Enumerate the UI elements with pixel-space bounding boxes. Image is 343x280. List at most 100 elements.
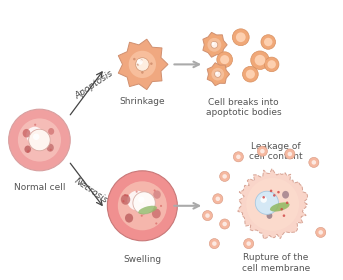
Ellipse shape <box>118 181 167 230</box>
Ellipse shape <box>46 136 48 138</box>
Ellipse shape <box>211 41 218 48</box>
Ellipse shape <box>244 239 254 249</box>
Ellipse shape <box>33 134 39 140</box>
Ellipse shape <box>47 144 54 152</box>
Text: Apoptosis: Apoptosis <box>73 69 115 101</box>
Polygon shape <box>203 32 227 57</box>
Ellipse shape <box>154 189 156 192</box>
Polygon shape <box>207 63 229 86</box>
Ellipse shape <box>202 211 213 221</box>
Ellipse shape <box>26 127 44 144</box>
Ellipse shape <box>29 129 50 151</box>
Ellipse shape <box>212 241 217 246</box>
Ellipse shape <box>138 197 144 203</box>
Ellipse shape <box>215 197 220 201</box>
Ellipse shape <box>318 230 323 235</box>
Ellipse shape <box>121 194 130 205</box>
Polygon shape <box>238 169 308 239</box>
Ellipse shape <box>205 213 210 218</box>
Ellipse shape <box>273 194 275 197</box>
Ellipse shape <box>135 58 149 71</box>
Ellipse shape <box>309 157 319 167</box>
Ellipse shape <box>9 109 70 171</box>
Ellipse shape <box>212 42 215 45</box>
Ellipse shape <box>153 190 161 199</box>
Ellipse shape <box>220 219 230 229</box>
Ellipse shape <box>277 191 280 193</box>
Ellipse shape <box>311 160 316 165</box>
Ellipse shape <box>270 190 272 192</box>
Text: Leakage of
cell content: Leakage of cell content <box>249 142 303 161</box>
Ellipse shape <box>215 71 221 77</box>
Ellipse shape <box>236 32 246 42</box>
Text: Necrosis: Necrosis <box>73 176 110 206</box>
Polygon shape <box>118 39 168 90</box>
Ellipse shape <box>122 200 125 202</box>
Ellipse shape <box>137 59 143 65</box>
Ellipse shape <box>126 195 128 197</box>
Ellipse shape <box>150 62 153 65</box>
Ellipse shape <box>267 213 272 219</box>
Ellipse shape <box>27 151 29 153</box>
Ellipse shape <box>208 38 221 52</box>
Ellipse shape <box>211 68 224 81</box>
Text: Swelling: Swelling <box>123 255 162 264</box>
Ellipse shape <box>220 171 230 181</box>
Ellipse shape <box>135 191 138 193</box>
Ellipse shape <box>48 128 54 135</box>
Ellipse shape <box>316 227 326 237</box>
Ellipse shape <box>18 118 61 162</box>
Ellipse shape <box>141 215 143 217</box>
Ellipse shape <box>142 213 145 215</box>
Ellipse shape <box>233 29 249 46</box>
Ellipse shape <box>209 239 220 249</box>
Ellipse shape <box>286 202 288 204</box>
Ellipse shape <box>217 52 233 67</box>
Ellipse shape <box>124 194 126 196</box>
Ellipse shape <box>220 55 229 64</box>
Ellipse shape <box>24 146 31 153</box>
Text: Cell breaks into
apoptotic bodies: Cell breaks into apoptotic bodies <box>206 98 281 117</box>
Ellipse shape <box>50 149 52 151</box>
Ellipse shape <box>264 38 272 46</box>
Ellipse shape <box>152 209 161 218</box>
Ellipse shape <box>160 205 162 207</box>
Ellipse shape <box>133 58 135 60</box>
Ellipse shape <box>281 208 283 211</box>
Text: Shrinkage: Shrinkage <box>119 97 165 106</box>
Ellipse shape <box>282 191 289 199</box>
Ellipse shape <box>262 196 265 199</box>
Ellipse shape <box>264 57 279 72</box>
Ellipse shape <box>137 63 139 66</box>
Ellipse shape <box>251 51 269 69</box>
Ellipse shape <box>141 71 144 74</box>
Ellipse shape <box>246 241 251 246</box>
Ellipse shape <box>260 149 265 153</box>
Ellipse shape <box>283 214 285 217</box>
Ellipse shape <box>287 152 292 156</box>
Text: Normal cell: Normal cell <box>14 183 65 192</box>
Text: Rupture of the
cell membrane: Rupture of the cell membrane <box>242 253 310 273</box>
Ellipse shape <box>268 60 276 69</box>
Ellipse shape <box>129 51 156 78</box>
Ellipse shape <box>243 66 258 82</box>
Ellipse shape <box>27 150 30 152</box>
Ellipse shape <box>255 55 265 66</box>
Ellipse shape <box>246 70 255 79</box>
Ellipse shape <box>222 222 227 226</box>
Ellipse shape <box>133 192 155 214</box>
Ellipse shape <box>213 194 223 204</box>
Ellipse shape <box>246 178 299 231</box>
Ellipse shape <box>222 174 227 179</box>
Ellipse shape <box>155 222 157 225</box>
Ellipse shape <box>215 72 218 74</box>
Ellipse shape <box>107 171 177 241</box>
Ellipse shape <box>42 132 44 134</box>
Ellipse shape <box>285 149 295 159</box>
Ellipse shape <box>255 191 279 214</box>
Ellipse shape <box>261 35 275 49</box>
Ellipse shape <box>257 146 268 156</box>
Ellipse shape <box>236 155 241 159</box>
Ellipse shape <box>23 129 31 137</box>
Ellipse shape <box>127 191 147 210</box>
